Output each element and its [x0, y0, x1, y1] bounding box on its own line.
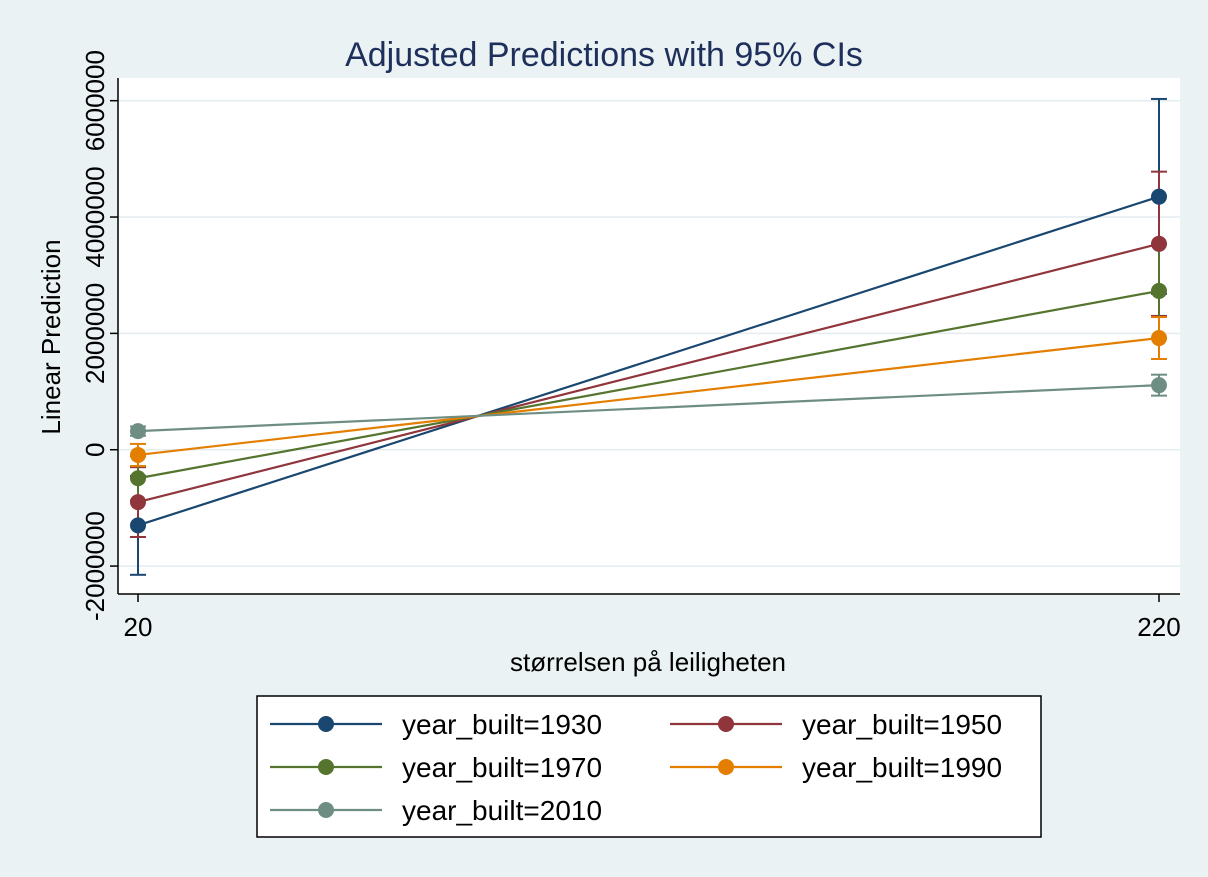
- legend-swatch-marker: [318, 716, 334, 732]
- series-line: [137, 242, 1160, 504]
- data-point: [130, 470, 146, 487]
- legend-label: year_built=1930: [402, 709, 602, 740]
- x-tick-label: 20: [124, 612, 153, 642]
- y-tick-label: 6000000: [80, 50, 110, 151]
- x-axis-title: størrelsen på leiligheten: [510, 647, 786, 677]
- data-point: [130, 446, 146, 463]
- data-point: [1151, 377, 1167, 394]
- plot-area: [118, 78, 1180, 594]
- series-line: [137, 336, 1160, 457]
- data-point: [130, 494, 146, 511]
- legend-label: year_built=1950: [802, 709, 1002, 740]
- x-tick-label: 220: [1137, 612, 1180, 642]
- y-tick-label: -2000000: [80, 511, 110, 621]
- y-tick-label: 4000000: [80, 166, 110, 267]
- legend-item: year_built=1930: [270, 709, 602, 740]
- data-point: [130, 517, 146, 534]
- chart-title: Adjusted Predictions with 95% CIs: [345, 36, 863, 74]
- data-point: [1151, 235, 1167, 252]
- legend-label: year_built=1990: [802, 752, 1002, 783]
- legend-swatch-marker: [318, 759, 334, 775]
- series-line: [137, 289, 1160, 480]
- series-line: [137, 384, 1160, 433]
- legend-label: year_built=1970: [402, 752, 602, 783]
- axes: [117, 78, 1180, 595]
- data-point: [1151, 330, 1167, 347]
- y-tick-label: 2000000: [80, 283, 110, 384]
- y-axis-title: Linear Prediction: [36, 239, 66, 434]
- data-point: [1151, 282, 1167, 299]
- legend-swatch-marker: [318, 802, 334, 818]
- ticks: -2000000 0 2000000 4000000 6000000 20 220: [80, 50, 1181, 642]
- data-point: [1151, 188, 1167, 205]
- y-tick-label: 0: [80, 442, 110, 456]
- legend-box: [256, 695, 1042, 838]
- legend-item: year_built=1950: [670, 709, 1002, 740]
- legend-label: year_built=2010: [402, 795, 602, 826]
- legend-item: year_built=2010: [270, 795, 602, 826]
- series: [130, 97, 1167, 576]
- legend-swatch-marker: [718, 716, 734, 732]
- series-line: [137, 195, 1160, 527]
- legend: year_built=1930 year_built=1950 year_built…: [270, 709, 1002, 826]
- legend-swatch-marker: [718, 759, 734, 775]
- legend-item: year_built=1970: [270, 752, 602, 783]
- data-point: [130, 423, 146, 440]
- legend-item: year_built=1990: [670, 752, 1002, 783]
